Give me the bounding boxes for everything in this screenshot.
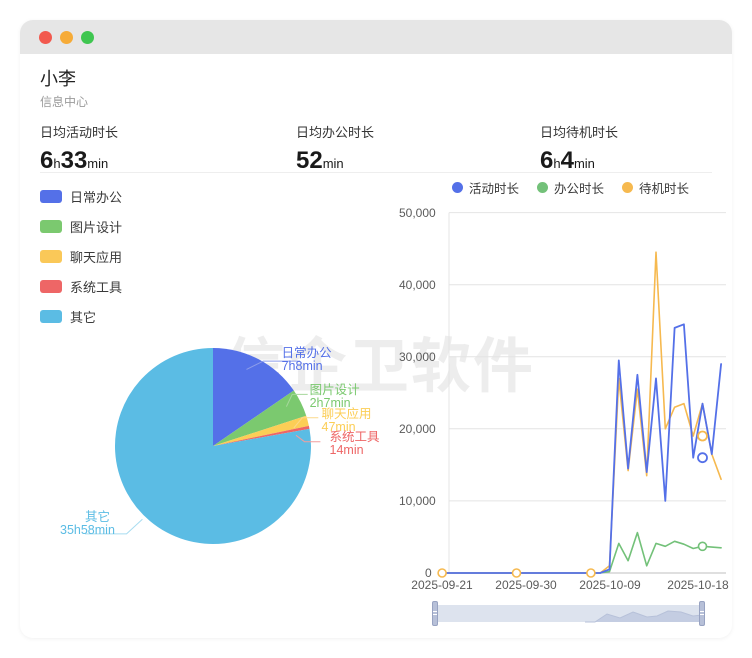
svg-text:14min: 14min <box>330 443 364 457</box>
svg-text:日常办公: 日常办公 <box>282 345 333 360</box>
svg-text:35h58min: 35h58min <box>60 523 115 537</box>
svg-text:7h8min: 7h8min <box>282 359 323 373</box>
svg-text:其它: 其它 <box>85 509 110 524</box>
svg-text:2h7min: 2h7min <box>310 396 351 410</box>
svg-text:系统工具: 系统工具 <box>330 430 381 444</box>
svg-text:47min: 47min <box>322 420 356 434</box>
svg-text:聊天应用: 聊天应用 <box>322 406 372 421</box>
svg-text:图片设计: 图片设计 <box>310 382 360 397</box>
